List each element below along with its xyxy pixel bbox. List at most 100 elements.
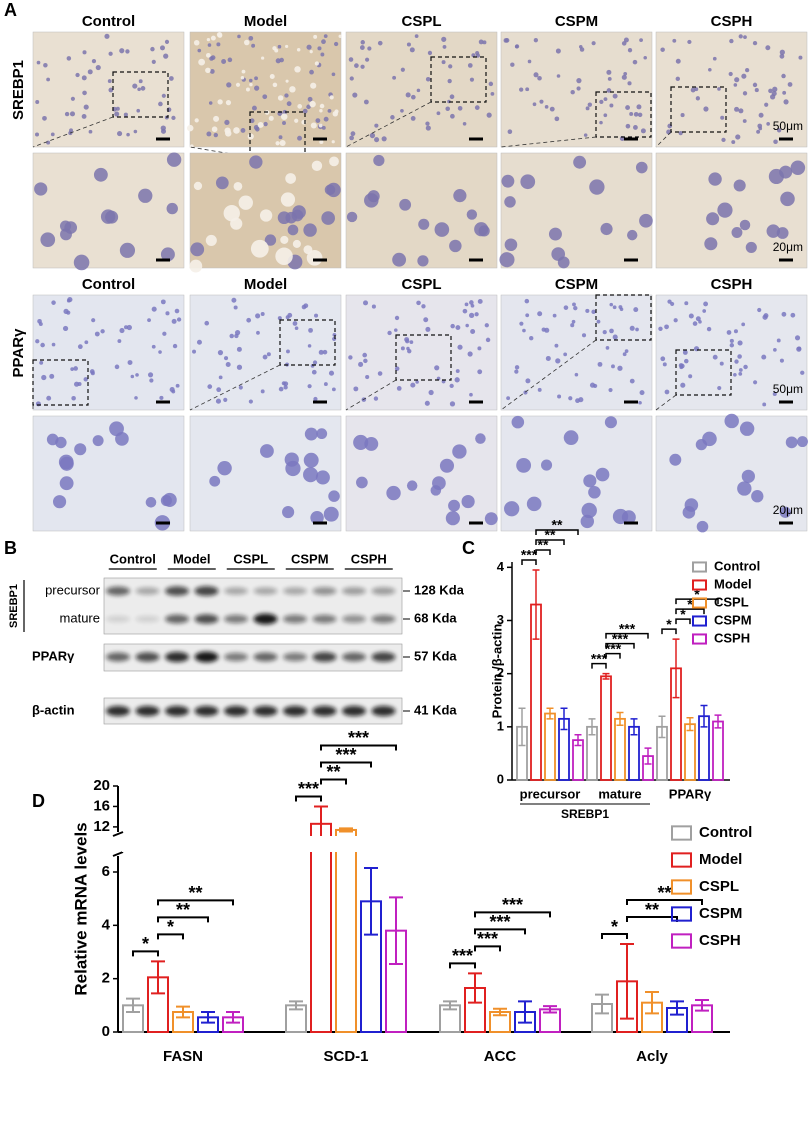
nucleus <box>133 129 138 134</box>
blot-band <box>283 614 307 624</box>
zoom-guide <box>345 101 432 148</box>
zoom-guide <box>655 131 672 148</box>
nucleus <box>286 101 292 107</box>
vacuole <box>193 181 203 191</box>
nucleus <box>320 52 325 57</box>
nucleus <box>160 247 175 262</box>
nucleus <box>632 59 638 65</box>
nucleus <box>363 99 369 105</box>
error-bar <box>518 1000 532 1024</box>
legend-label: CSPL <box>699 878 739 895</box>
vacuole <box>318 123 323 128</box>
nucleus <box>660 47 665 52</box>
nucleus <box>46 433 59 446</box>
band-label: precursor <box>45 582 101 597</box>
nucleus <box>161 93 166 98</box>
blot-strip <box>103 577 403 635</box>
nucleus <box>525 378 531 384</box>
nucleus <box>719 361 724 366</box>
nucleus <box>449 94 455 100</box>
nucleus <box>350 131 356 137</box>
micrograph-bg <box>500 152 653 269</box>
legend-label: CSPM <box>714 612 752 627</box>
nucleus <box>464 302 469 307</box>
significance-bracket <box>521 559 537 565</box>
nucleus <box>64 221 78 234</box>
vacuole <box>213 115 220 122</box>
nucleus <box>607 77 612 81</box>
nucleus <box>702 431 717 447</box>
nucleus <box>726 330 732 335</box>
nucleus <box>609 302 614 307</box>
nucleus <box>449 239 462 253</box>
vacuole <box>331 140 335 144</box>
significance-bracket <box>320 744 397 751</box>
nucleus <box>532 102 537 107</box>
nucleus <box>328 370 335 376</box>
row-label: PPARγ <box>10 328 27 378</box>
nucleus <box>477 369 483 375</box>
nucleus <box>745 241 757 253</box>
error-bar <box>364 867 378 936</box>
error-bar <box>443 1000 457 1011</box>
nucleus <box>208 101 213 105</box>
nucleus <box>248 35 254 41</box>
nucleus <box>63 308 69 314</box>
nucleus <box>637 112 643 118</box>
nucleus <box>204 320 210 326</box>
legend-swatch <box>671 825 692 841</box>
nucleus <box>591 41 596 46</box>
nucleus <box>394 315 400 321</box>
nucleus <box>629 378 635 384</box>
nucleus <box>49 373 55 379</box>
nucleus <box>794 335 801 341</box>
vacuole <box>309 50 313 54</box>
nucleus <box>599 99 604 105</box>
nucleus <box>332 332 337 337</box>
nucleus <box>215 398 222 404</box>
vacuole <box>319 139 324 145</box>
nucleus <box>757 123 763 129</box>
nucleus <box>190 242 205 257</box>
nucleus <box>132 83 138 89</box>
nucleus <box>321 211 335 225</box>
nucleus <box>756 129 761 134</box>
vacuole <box>235 82 241 87</box>
nucleus <box>712 354 718 360</box>
blot-band <box>224 705 248 717</box>
nucleus <box>51 342 56 347</box>
blot-band <box>135 705 160 717</box>
nucleus <box>731 227 743 238</box>
significance-label: *** <box>477 929 498 949</box>
nucleus <box>46 77 51 82</box>
nucleus <box>729 38 734 44</box>
nucleus <box>286 349 290 354</box>
significance-bracket <box>474 911 551 918</box>
nucleus <box>333 41 339 47</box>
nucleus <box>734 77 740 83</box>
nucleus <box>223 356 229 361</box>
y-tick-label: 12 <box>93 818 110 835</box>
nucleus <box>415 380 419 384</box>
nucleus <box>766 122 770 126</box>
band-label: β-actin <box>32 702 75 717</box>
nucleus <box>326 182 341 198</box>
micrograph <box>345 152 498 269</box>
nucleus <box>688 374 693 379</box>
micrograph <box>655 294 808 411</box>
nucleus <box>504 501 520 517</box>
nucleus <box>612 508 629 525</box>
nucleus <box>612 305 617 310</box>
micrograph-bg <box>655 31 808 148</box>
nucleus <box>672 38 677 43</box>
nucleus <box>667 299 672 304</box>
nucleus <box>779 49 785 55</box>
nucleus <box>563 305 569 310</box>
nucleus <box>365 374 370 380</box>
nucleus <box>733 372 737 377</box>
nucleus <box>688 313 694 319</box>
nucleus <box>147 372 154 378</box>
nucleus <box>381 136 387 142</box>
nucleus <box>221 59 227 64</box>
error-bar <box>289 1000 303 1011</box>
